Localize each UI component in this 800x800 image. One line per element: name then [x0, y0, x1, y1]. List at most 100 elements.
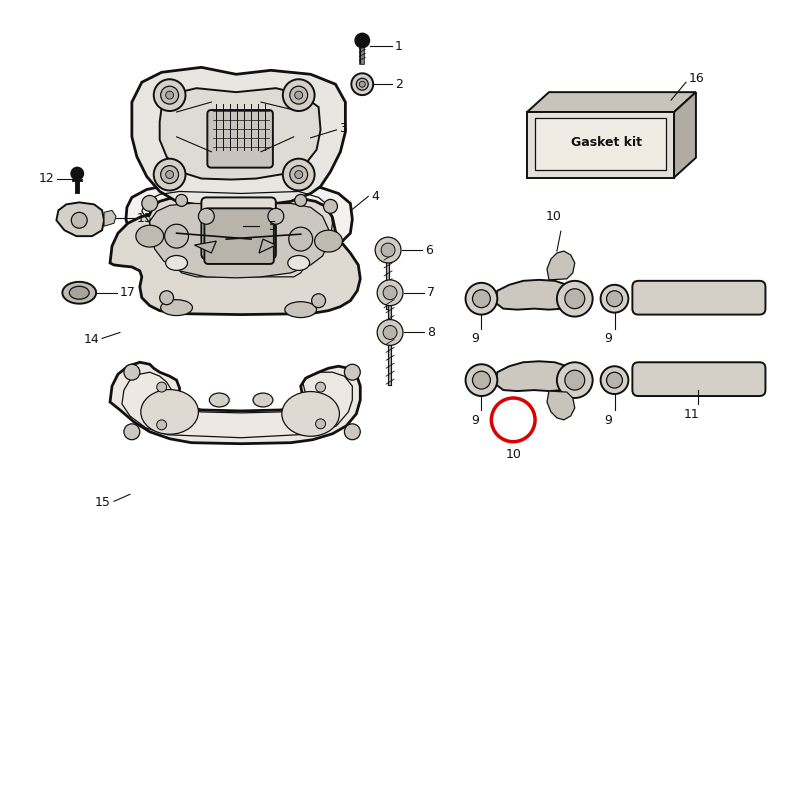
Circle shape	[377, 319, 403, 346]
Circle shape	[142, 195, 158, 211]
Ellipse shape	[70, 286, 89, 299]
Circle shape	[157, 382, 166, 392]
Circle shape	[71, 168, 83, 179]
Text: 15: 15	[95, 496, 111, 509]
FancyBboxPatch shape	[207, 110, 273, 168]
Circle shape	[359, 82, 366, 87]
Circle shape	[154, 158, 186, 190]
Circle shape	[601, 366, 629, 394]
Text: 3: 3	[339, 122, 347, 135]
Circle shape	[383, 326, 397, 339]
Circle shape	[283, 158, 314, 190]
Ellipse shape	[62, 282, 96, 304]
Circle shape	[294, 194, 306, 206]
Circle shape	[175, 194, 187, 206]
Text: 9: 9	[605, 414, 613, 427]
Polygon shape	[104, 210, 116, 226]
Circle shape	[466, 364, 498, 396]
Ellipse shape	[282, 391, 339, 436]
Circle shape	[161, 166, 178, 183]
Polygon shape	[259, 239, 276, 253]
Text: 9: 9	[471, 333, 479, 346]
Text: 6: 6	[425, 243, 433, 257]
Circle shape	[557, 281, 593, 317]
Circle shape	[283, 79, 314, 111]
Text: 14: 14	[83, 333, 99, 346]
Circle shape	[154, 79, 186, 111]
Text: 7: 7	[427, 286, 435, 299]
FancyBboxPatch shape	[204, 208, 274, 264]
Polygon shape	[57, 202, 104, 236]
Text: 17: 17	[120, 286, 136, 299]
FancyBboxPatch shape	[632, 281, 766, 314]
Circle shape	[601, 285, 629, 313]
Circle shape	[315, 419, 326, 429]
Text: 16: 16	[689, 72, 705, 85]
Ellipse shape	[210, 393, 229, 407]
Circle shape	[290, 86, 308, 104]
Text: 9: 9	[471, 414, 479, 427]
Text: 10: 10	[506, 448, 521, 461]
Circle shape	[124, 424, 140, 440]
Text: Gasket kit: Gasket kit	[571, 136, 642, 150]
Text: 1: 1	[395, 40, 403, 53]
Circle shape	[294, 170, 302, 178]
Circle shape	[606, 290, 622, 306]
Polygon shape	[547, 251, 574, 280]
Circle shape	[289, 227, 313, 251]
Polygon shape	[495, 280, 574, 310]
Circle shape	[323, 199, 338, 214]
Polygon shape	[126, 186, 352, 285]
Polygon shape	[194, 241, 216, 253]
Ellipse shape	[136, 226, 164, 247]
Circle shape	[565, 370, 585, 390]
Circle shape	[606, 372, 622, 388]
Circle shape	[565, 289, 585, 309]
Circle shape	[71, 212, 87, 228]
Text: 12: 12	[38, 172, 54, 185]
Circle shape	[166, 91, 174, 99]
Circle shape	[124, 364, 140, 380]
Circle shape	[466, 283, 498, 314]
Circle shape	[351, 74, 373, 95]
Ellipse shape	[314, 230, 342, 252]
Polygon shape	[110, 362, 360, 444]
Polygon shape	[160, 88, 321, 179]
Text: 4: 4	[371, 190, 379, 203]
Circle shape	[312, 294, 326, 308]
Text: 10: 10	[546, 210, 562, 223]
Circle shape	[473, 371, 490, 389]
Circle shape	[344, 364, 360, 380]
Circle shape	[294, 91, 302, 99]
Circle shape	[165, 224, 189, 248]
Bar	[535, 118, 666, 170]
Circle shape	[157, 420, 166, 430]
Circle shape	[315, 382, 326, 392]
Circle shape	[383, 286, 397, 300]
Circle shape	[268, 208, 284, 224]
Ellipse shape	[166, 255, 187, 270]
Text: 5: 5	[269, 220, 277, 233]
Circle shape	[355, 34, 370, 47]
Circle shape	[166, 170, 174, 178]
Polygon shape	[150, 203, 329, 278]
Circle shape	[356, 78, 368, 90]
Polygon shape	[674, 92, 696, 178]
Circle shape	[160, 290, 174, 305]
Ellipse shape	[253, 393, 273, 407]
Circle shape	[161, 86, 178, 104]
Text: 13: 13	[137, 212, 153, 225]
Polygon shape	[132, 67, 346, 206]
Ellipse shape	[161, 300, 193, 315]
Circle shape	[344, 424, 360, 440]
Text: 2: 2	[395, 78, 403, 90]
Circle shape	[381, 243, 395, 257]
Text: 9: 9	[605, 333, 613, 346]
Polygon shape	[547, 391, 574, 420]
Text: 8: 8	[427, 326, 435, 339]
Circle shape	[290, 166, 308, 183]
Polygon shape	[495, 362, 574, 391]
Polygon shape	[110, 198, 360, 314]
Circle shape	[557, 362, 593, 398]
Text: 11: 11	[684, 408, 700, 421]
